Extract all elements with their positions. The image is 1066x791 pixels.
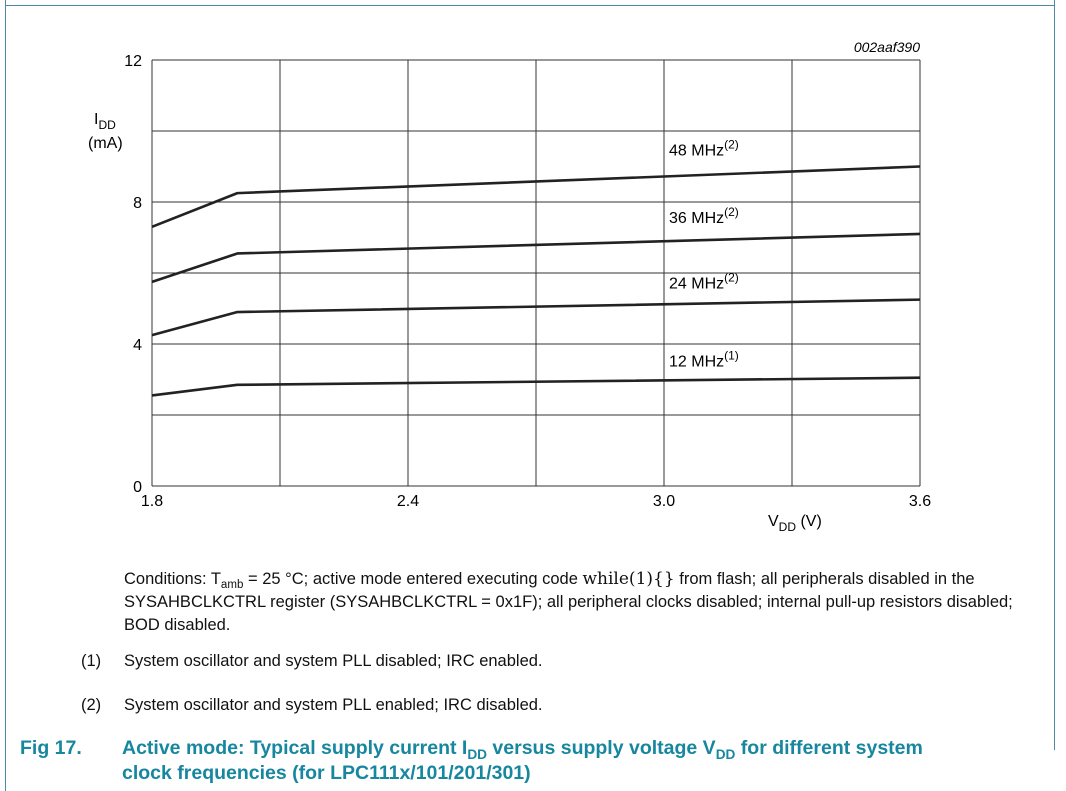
y-tick-label-2: 8 <box>133 195 142 212</box>
note-2-text: System oscillator and system PLL enabled… <box>124 696 543 714</box>
y-tick-label-0: 0 <box>133 479 142 496</box>
series-line-1 <box>151 232 921 284</box>
y-axis-unit: (mA) <box>88 135 123 152</box>
caption-t1: Active mode: Typical supply current I <box>122 737 468 759</box>
x-axis-label-unit: (V) <box>796 513 822 530</box>
note-1-text: System oscillator and system PLL disable… <box>124 652 543 670</box>
x-tick-label-3: 3.6 <box>909 493 931 510</box>
y-tick-label-1: 4 <box>133 337 142 354</box>
note-2-number: (2) <box>81 696 102 714</box>
supply-current-chart: 48 MHz(2) 36 MHz(2) 24 MHz(2) 12 MHz(1) 1.8… <box>88 39 931 534</box>
caption-t3: for different system clock frequencies (… <box>122 737 923 784</box>
series-label-2: 24 MHz(2) <box>669 271 739 293</box>
series-label-1: 36 MHz(2) <box>669 205 739 227</box>
caption-s1: DD <box>467 746 488 762</box>
caption-t2: versus supply voltage V <box>487 737 716 759</box>
figure-number: Fig 17. <box>20 737 82 759</box>
frame-top-border <box>5 5 1055 6</box>
figure-id: 002aaf390 <box>854 39 920 55</box>
conditions-text: Conditions: Tamb = 25 °C; active mode en… <box>124 568 1044 637</box>
conditions-code: while(1){} <box>582 569 675 589</box>
y-axis-label-main: I <box>94 111 98 128</box>
frame-right-border <box>1054 0 1055 750</box>
x-tick-label-0: 1.8 <box>141 493 163 510</box>
x-axis-label-main: V <box>768 513 779 530</box>
y-axis-label-sub: DD <box>98 118 116 132</box>
series-line-2 <box>151 298 921 337</box>
series-line-3 <box>151 376 921 397</box>
series-line-0 <box>151 165 921 229</box>
x-tick-label-1: 2.4 <box>397 493 419 510</box>
conditions-tamb-sub: amb <box>220 579 244 592</box>
figure-title: Active mode: Typical supply current IDD … <box>122 736 942 786</box>
caption-s2: DD <box>715 746 736 762</box>
x-axis-label-sub: DD <box>779 520 797 534</box>
conditions-prefix: Conditions: T <box>124 570 221 588</box>
note-1-number: (1) <box>81 652 102 670</box>
x-axis-label: VDD (V) <box>768 513 822 534</box>
y-axis-label: IDD <box>94 111 116 132</box>
series-layer: 48 MHz(2) 36 MHz(2) 24 MHz(2) 12 MHz(1) <box>151 138 921 397</box>
conditions-part1: = 25 °C; active mode entered executing c… <box>243 570 583 588</box>
series-label-0: 48 MHz(2) <box>669 138 739 160</box>
x-tick-label-2: 3.0 <box>653 493 675 510</box>
tick-layer: 1.8 2.4 3.0 3.6 0 4 8 12 <box>124 53 931 510</box>
conditions-part2: from flash; all peripherals disabled in … <box>124 570 1013 634</box>
frame-left-border <box>5 0 6 791</box>
y-tick-label-3: 12 <box>124 53 142 70</box>
grid-layer <box>151 59 921 487</box>
series-label-3: 12 MHz(1) <box>669 349 739 371</box>
